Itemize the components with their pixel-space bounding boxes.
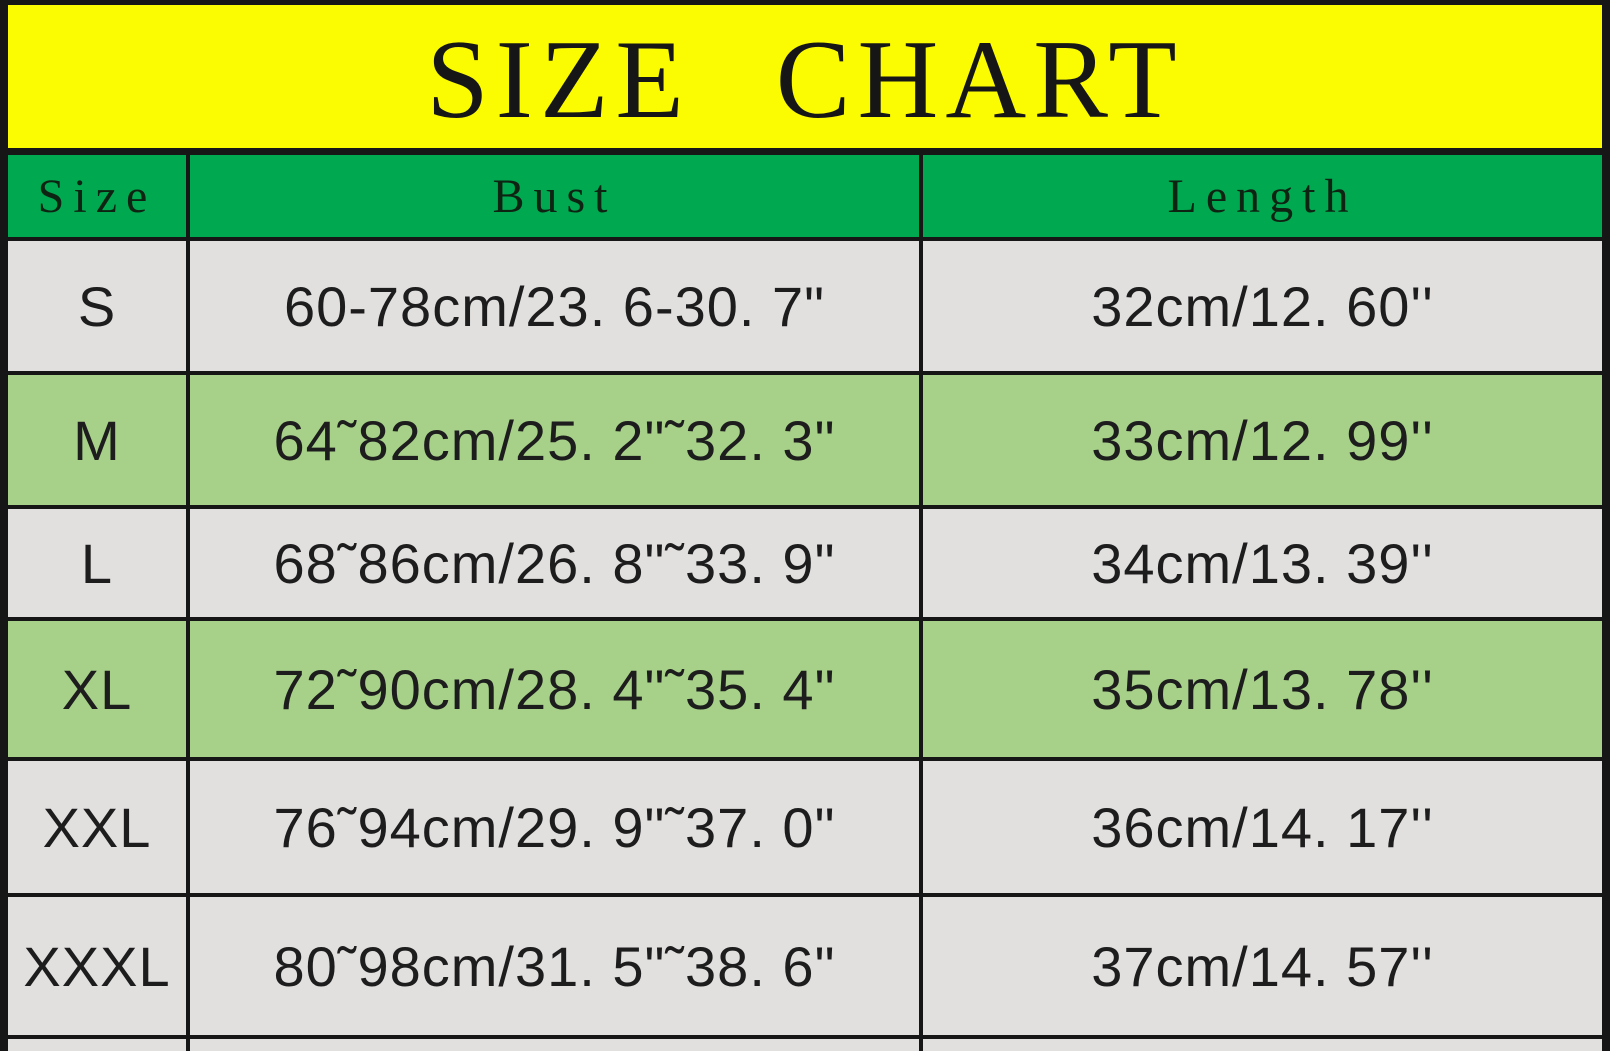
- row-l-size: L: [8, 509, 186, 617]
- row-xl-length: 35cm/13. 78'': [923, 621, 1602, 757]
- row-m-length: 33cm/12. 99'': [923, 375, 1602, 505]
- partial-row-size-cell: [8, 1039, 186, 1051]
- column-header-size: Size: [8, 155, 186, 237]
- page-title: SIZE CHART: [426, 17, 1184, 142]
- column-header-length: Length: [923, 155, 1602, 237]
- row-m-size: M: [8, 375, 186, 505]
- row-xxl-size: XXL: [8, 761, 186, 893]
- size-table: Size Bust Length S 60-78cm/23. 6-30. 7" …: [8, 155, 1602, 1051]
- partial-row-length-cell: [923, 1039, 1602, 1051]
- partial-row-bust-cell: [190, 1039, 919, 1051]
- row-xl-bust: 72˜90cm/28. 4"˜35. 4": [190, 621, 919, 757]
- row-l-length: 34cm/13. 39'': [923, 509, 1602, 617]
- column-header-bust: Bust: [190, 155, 919, 237]
- row-xxxl-length: 37cm/14. 57'': [923, 897, 1602, 1035]
- row-m-bust: 64˜82cm/25. 2"˜32. 3": [190, 375, 919, 505]
- row-xxxl-size: XXXL: [8, 897, 186, 1035]
- row-s-size: S: [8, 241, 186, 371]
- row-xxxl-bust: 80˜98cm/31. 5"˜38. 6": [190, 897, 919, 1035]
- row-xxl-length: 36cm/14. 17'': [923, 761, 1602, 893]
- row-s-bust: 60-78cm/23. 6-30. 7": [190, 241, 919, 371]
- row-xl-size: XL: [8, 621, 186, 757]
- banner: SIZE CHART: [8, 5, 1602, 148]
- row-s-length: 32cm/12. 60'': [923, 241, 1602, 371]
- row-xxl-bust: 76˜94cm/29. 9"˜37. 0": [190, 761, 919, 893]
- row-l-bust: 68˜86cm/26. 8"˜33. 9": [190, 509, 919, 617]
